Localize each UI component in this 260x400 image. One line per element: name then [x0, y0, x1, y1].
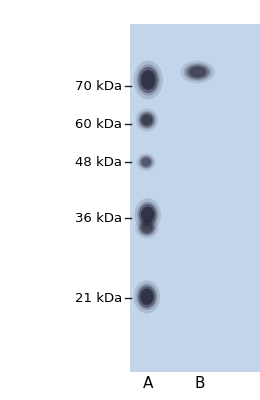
Ellipse shape: [180, 61, 215, 83]
Ellipse shape: [135, 218, 159, 238]
Ellipse shape: [141, 223, 153, 233]
Ellipse shape: [141, 70, 155, 90]
Ellipse shape: [189, 66, 206, 78]
Ellipse shape: [139, 204, 157, 226]
Text: 60 kDa: 60 kDa: [75, 118, 122, 130]
Ellipse shape: [138, 111, 156, 129]
Ellipse shape: [134, 198, 161, 231]
Ellipse shape: [137, 202, 158, 228]
Ellipse shape: [186, 64, 209, 80]
Ellipse shape: [138, 220, 156, 236]
Ellipse shape: [134, 280, 160, 313]
Ellipse shape: [139, 112, 154, 128]
Text: A: A: [143, 376, 153, 392]
Ellipse shape: [136, 109, 158, 131]
Ellipse shape: [138, 286, 156, 308]
Ellipse shape: [138, 155, 154, 169]
Ellipse shape: [139, 221, 155, 235]
Text: 21 kDa: 21 kDa: [75, 292, 122, 304]
Ellipse shape: [141, 158, 151, 166]
Ellipse shape: [140, 288, 153, 305]
Ellipse shape: [136, 153, 156, 171]
Ellipse shape: [140, 156, 153, 168]
Ellipse shape: [138, 67, 158, 93]
Text: B: B: [195, 376, 205, 392]
Text: 36 kDa: 36 kDa: [75, 212, 122, 224]
Ellipse shape: [141, 206, 154, 223]
Text: 48 kDa: 48 kDa: [75, 156, 122, 168]
Ellipse shape: [136, 284, 158, 310]
Text: 70 kDa: 70 kDa: [75, 80, 122, 92]
Ellipse shape: [184, 63, 212, 81]
Ellipse shape: [134, 60, 163, 100]
Ellipse shape: [141, 114, 153, 126]
Ellipse shape: [136, 64, 160, 96]
Bar: [130, 24, 260, 372]
